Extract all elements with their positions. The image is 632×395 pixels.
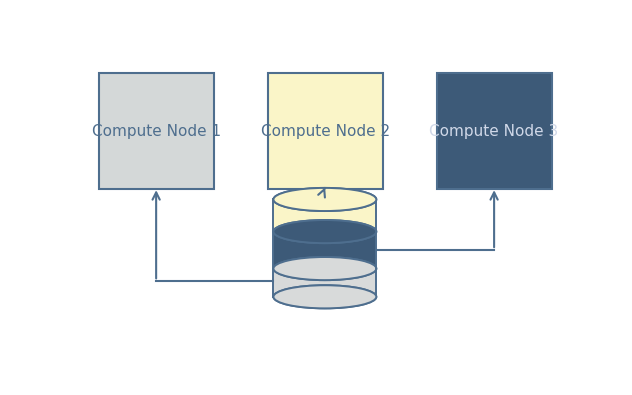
Ellipse shape [274,220,376,243]
Text: Compute Node 1: Compute Node 1 [92,124,221,139]
Bar [99,73,214,189]
Bar [274,199,376,231]
Ellipse shape [274,257,376,280]
Text: Compute Node 3: Compute Node 3 [430,124,559,139]
Ellipse shape [274,257,376,280]
Ellipse shape [274,220,376,243]
Ellipse shape [274,188,376,211]
Ellipse shape [274,188,376,211]
Bar [267,73,383,189]
Bar [274,269,376,297]
Ellipse shape [274,285,376,308]
Ellipse shape [274,285,376,308]
Text: Compute Node 2: Compute Node 2 [260,124,390,139]
Bar [437,73,552,189]
Bar [274,231,376,269]
